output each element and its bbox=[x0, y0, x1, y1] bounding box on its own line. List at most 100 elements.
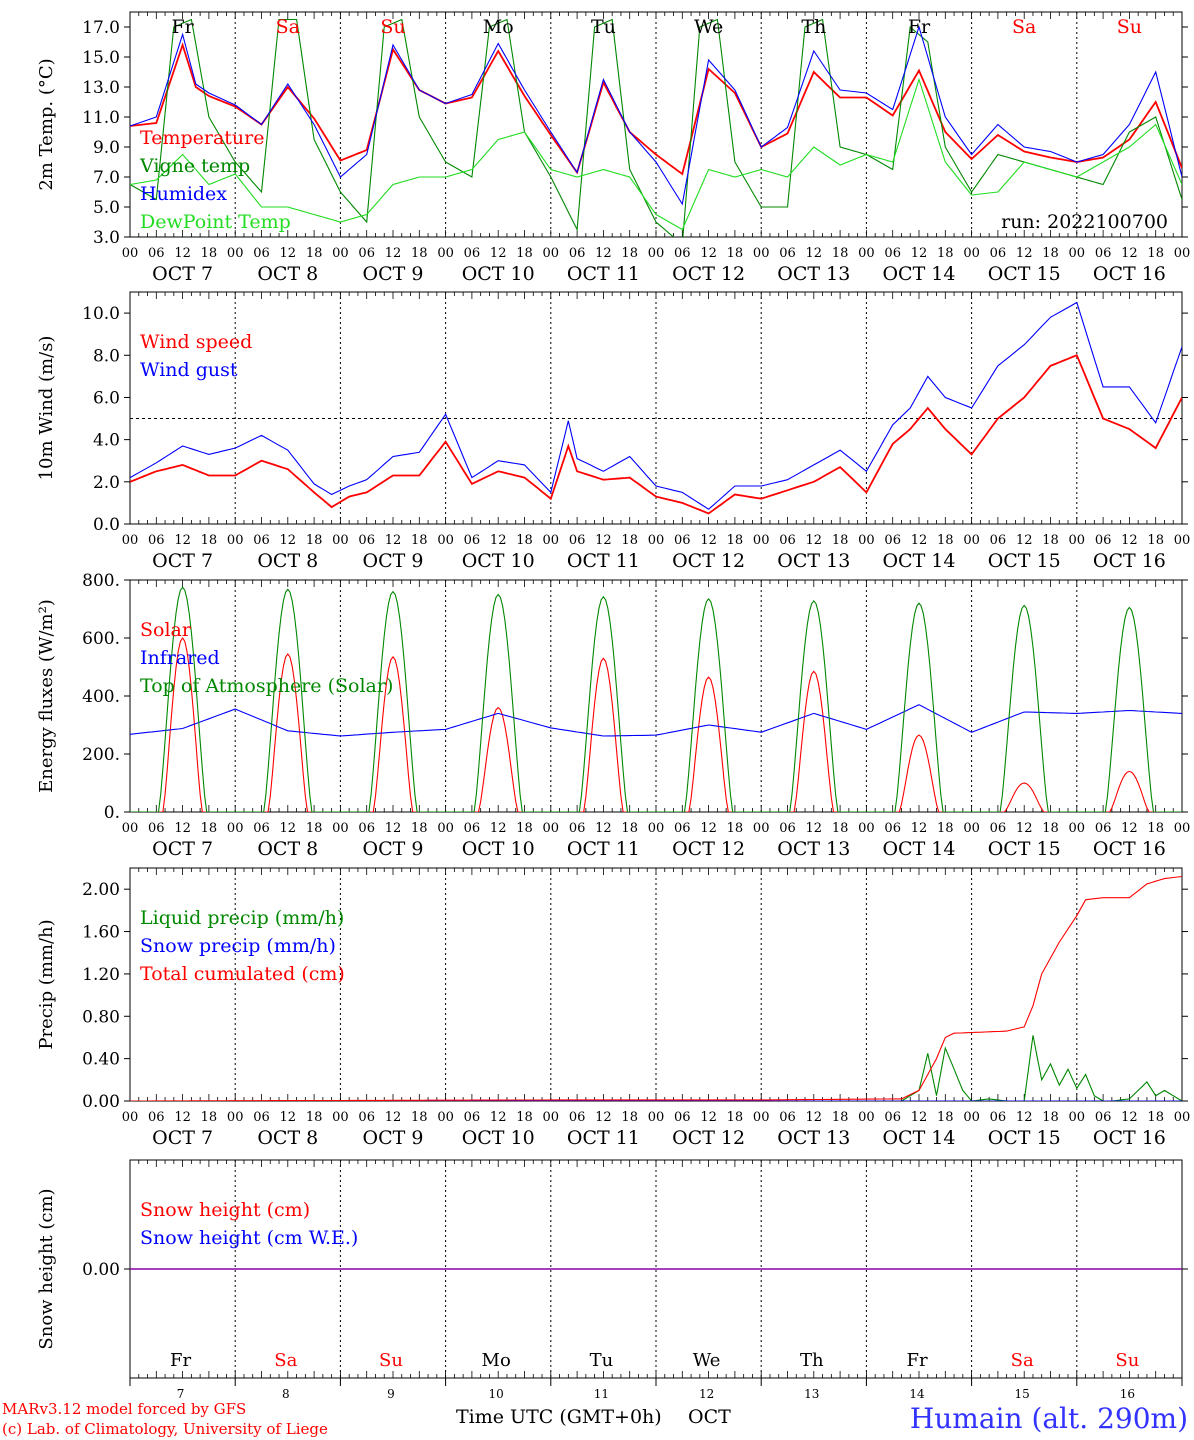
hour-tick-label: 00 bbox=[648, 246, 665, 261]
y-tick-label: 3.0 bbox=[93, 228, 120, 248]
y-axis-label: 2m Temp. (°C) bbox=[36, 58, 57, 190]
hour-tick-label: 00 bbox=[1174, 821, 1191, 836]
hour-tick-label: 06 bbox=[884, 246, 901, 261]
hour-tick-label: 00 bbox=[543, 246, 560, 261]
hour-tick-label: 12 bbox=[806, 533, 823, 548]
series-line-wind-speed bbox=[130, 354, 1182, 515]
hour-tick-label: 18 bbox=[411, 246, 428, 261]
hour-tick-label: 18 bbox=[727, 1110, 744, 1125]
date-label: OCT 7 bbox=[152, 263, 213, 285]
day-abbr-top: Sa bbox=[1012, 16, 1036, 38]
hour-tick-label: 18 bbox=[621, 821, 638, 836]
day-number: 11 bbox=[594, 1387, 609, 1401]
day-abbr-bottom: Sa bbox=[274, 1350, 297, 1371]
hour-tick-label: 18 bbox=[1042, 821, 1059, 836]
hour-tick-label: 18 bbox=[937, 533, 954, 548]
hour-tick-label: 00 bbox=[227, 533, 244, 548]
date-label: OCT 12 bbox=[672, 550, 745, 572]
hour-tick-label: 12 bbox=[490, 246, 507, 261]
hour-tick-label: 18 bbox=[306, 1110, 323, 1125]
hour-tick-label: 06 bbox=[569, 246, 586, 261]
day-number: 16 bbox=[1120, 1387, 1135, 1401]
hour-tick-label: 06 bbox=[990, 1110, 1007, 1125]
day-abbr-top: Sa bbox=[276, 16, 300, 38]
legend-entry: Infrared bbox=[140, 647, 220, 669]
hour-tick-label: 00 bbox=[1069, 821, 1086, 836]
hour-tick-label: 12 bbox=[595, 246, 612, 261]
date-label: OCT 12 bbox=[672, 838, 745, 860]
hour-tick-label: 00 bbox=[122, 821, 139, 836]
y-tick-label: 0.00 bbox=[82, 1092, 120, 1112]
hour-tick-label: 06 bbox=[884, 1110, 901, 1125]
hour-tick-label: 06 bbox=[990, 821, 1007, 836]
series-line-humidex bbox=[130, 25, 1182, 206]
hour-tick-label: 12 bbox=[1121, 821, 1138, 836]
series-line-wind-gust bbox=[130, 301, 1182, 510]
day-abbr-top: We bbox=[694, 16, 723, 38]
hour-tick-label: 18 bbox=[832, 1110, 849, 1125]
hour-tick-label: 12 bbox=[490, 821, 507, 836]
y-tick-label: 0.80 bbox=[82, 1007, 120, 1027]
hour-tick-label: 06 bbox=[674, 1110, 691, 1125]
hour-tick-label: 06 bbox=[464, 1110, 481, 1125]
series-group bbox=[130, 18, 1182, 237]
date-label: OCT 15 bbox=[988, 263, 1061, 285]
legend-entry: Humidex bbox=[140, 183, 227, 205]
date-label: OCT 9 bbox=[363, 838, 424, 860]
date-label: OCT 15 bbox=[988, 550, 1061, 572]
hour-tick-label: 18 bbox=[1042, 1110, 1059, 1125]
hour-tick-label: 00 bbox=[122, 1110, 139, 1125]
hour-tick-label: 00 bbox=[753, 246, 770, 261]
hour-tick-label: 12 bbox=[700, 533, 717, 548]
lab-credit: (c) Lab. of Climatology, University of L… bbox=[2, 1420, 328, 1438]
hour-tick-label: 06 bbox=[990, 533, 1007, 548]
hour-tick-label: 06 bbox=[884, 533, 901, 548]
hour-tick-label: 18 bbox=[937, 821, 954, 836]
hour-tick-label: 00 bbox=[122, 533, 139, 548]
hour-tick-label: 00 bbox=[332, 246, 349, 261]
hour-tick-label: 00 bbox=[963, 246, 980, 261]
day-abbr-bottom: Sa bbox=[1011, 1350, 1034, 1371]
hour-tick-label: 06 bbox=[884, 821, 901, 836]
x-tick-marks bbox=[129, 292, 1183, 524]
panel-wind: 0.0 2.0 4.0 6.0 8.0 10.0 10m Wind (m/s) 00 06 12 1… bbox=[36, 291, 1190, 572]
hour-tick-label: 06 bbox=[464, 821, 481, 836]
hour-tick-label: 06 bbox=[779, 821, 796, 836]
panel-energy: 0. 200. 400. 600. 800. Energy fluxes (W/m²) 00… bbox=[36, 571, 1190, 860]
series-line-vigne-temp bbox=[130, 18, 1182, 237]
y-tick-label: 6.0 bbox=[93, 388, 120, 408]
date-label: OCT 10 bbox=[462, 1127, 535, 1149]
legend-entry: Wind speed bbox=[140, 331, 252, 353]
day-number: 15 bbox=[1015, 1387, 1030, 1401]
hour-tick-label: 18 bbox=[201, 533, 218, 548]
y-tick-label: 4.0 bbox=[93, 431, 120, 451]
hour-tick-label: 12 bbox=[806, 246, 823, 261]
hour-tick-label: 18 bbox=[306, 533, 323, 548]
hour-tick-label: 18 bbox=[621, 246, 638, 261]
y-tick-label: 17.0 bbox=[82, 18, 120, 38]
hour-tick-label: 06 bbox=[1095, 533, 1112, 548]
y-tick-label: 5.0 bbox=[93, 198, 120, 218]
hour-tick-label: 18 bbox=[201, 821, 218, 836]
date-label: OCT 16 bbox=[1093, 550, 1166, 572]
day-number: 8 bbox=[282, 1387, 290, 1401]
hour-tick-label: 18 bbox=[516, 246, 533, 261]
date-label: OCT 10 bbox=[462, 550, 535, 572]
hour-tick-label: 06 bbox=[253, 1110, 270, 1125]
legend-entry: Total cumulated (cm) bbox=[140, 963, 345, 985]
x-tick-marks bbox=[129, 1160, 1183, 1378]
day-abbr-bottom: Fr bbox=[906, 1350, 927, 1371]
day-abbr-top: Tu bbox=[591, 16, 616, 38]
hour-tick-label: 18 bbox=[411, 1110, 428, 1125]
date-label: OCT 10 bbox=[462, 838, 535, 860]
y-axis-label: Energy fluxes (W/m²) bbox=[36, 599, 57, 793]
date-label: OCT 15 bbox=[988, 838, 1061, 860]
date-label: OCT 16 bbox=[1093, 838, 1166, 860]
panel-precip: 0.00 0.40 0.80 1.20 1.60 2.00 Precip (mm/h) 00 0… bbox=[36, 867, 1190, 1149]
y-tick-label: 0. bbox=[104, 803, 120, 823]
hour-tick-label: 12 bbox=[700, 1110, 717, 1125]
run-label: run: 2022100700 bbox=[1001, 211, 1168, 233]
hour-tick-label: 00 bbox=[332, 821, 349, 836]
y-tick-label: 9.0 bbox=[93, 138, 120, 158]
